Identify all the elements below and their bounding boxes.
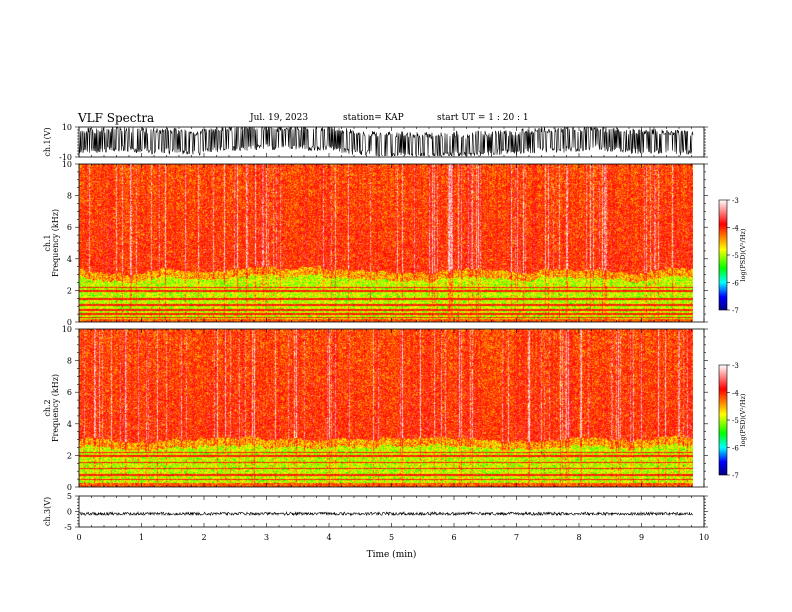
y-tick-label: 10 (62, 123, 72, 132)
y-axis-label: Frequency (kHz) (51, 209, 60, 277)
y-axis-label: ch.3(V) (43, 497, 52, 526)
colorbar-tick-label: -3 (732, 362, 739, 370)
x-tick-label: 10 (699, 533, 709, 542)
ch3-waveform-line (79, 510, 694, 517)
waveform-layer (79, 127, 694, 517)
colorbar-tick-label: -7 (732, 307, 739, 315)
y-axis-label: ch.2 (43, 399, 52, 416)
x-tick-label: 0 (76, 533, 81, 542)
x-tick-label: 7 (514, 533, 519, 542)
station-label: station= KAP (343, 113, 404, 123)
x-tick-label: 9 (639, 533, 644, 542)
y-tick-label: 8 (67, 357, 72, 366)
x-tick-label: 2 (201, 533, 206, 542)
colorbar-tick-label: -6 (732, 445, 739, 453)
panel-frame-4 (78, 495, 705, 528)
y-tick-label: 4 (67, 255, 72, 264)
y-tick-label: 0 (67, 483, 72, 492)
colorbar-tick-label: -4 (732, 225, 739, 233)
colorbar-tick-label: -4 (732, 390, 739, 398)
y-tick-label: 6 (67, 388, 72, 397)
x-tick-label: 6 (451, 533, 456, 542)
colorbar-tick-label: -5 (732, 252, 739, 260)
y-tick-label: 2 (67, 451, 72, 460)
x-axis-label: Time (min) (367, 549, 417, 560)
x-tick-label: 3 (264, 533, 269, 542)
observation-date: Jul. 19, 2023 (250, 113, 309, 123)
x-tick-label: 4 (326, 533, 331, 542)
y-tick-label: 2 (67, 286, 72, 295)
x-tick-label: 8 (576, 533, 581, 542)
y-tick-label: -10 (59, 153, 72, 162)
colorbar-1 (718, 199, 728, 311)
colorbar-label: log(PSD)(V²/Hz) (739, 228, 747, 281)
colorbar-tick-label: -7 (732, 472, 739, 480)
ch1-waveform-line (79, 127, 694, 156)
y-tick-label: 0 (67, 318, 72, 327)
y-axis-label: ch.1(V) (43, 127, 52, 156)
y-tick-label: -5 (64, 523, 72, 532)
figure-title: VLF Spectra (78, 111, 155, 125)
y-axis-label: Frequency (kHz) (51, 374, 60, 442)
y-tick-label: 0 (67, 508, 72, 517)
x-tick-label: 5 (389, 533, 394, 542)
colorbar-tick-label: -5 (732, 417, 739, 425)
colorbar-tick-label: -6 (732, 280, 739, 288)
colorbar-label: log(PSD)(V²/Hz) (739, 393, 747, 446)
x-tick-label: 1 (139, 533, 144, 542)
ch1-spectrogram-image (79, 164, 693, 322)
ch2-spectrogram-image (79, 329, 693, 487)
y-tick-label: 8 (67, 192, 72, 201)
y-tick-label: 10 (62, 160, 72, 169)
y-tick-label: 10 (62, 325, 72, 334)
spectrogram-layer (79, 164, 693, 487)
colorbar-2 (718, 364, 728, 476)
colorbar-tick-label: -3 (732, 197, 739, 205)
y-tick-label: 6 (67, 223, 72, 232)
y-axis-label: ch.1 (43, 234, 52, 251)
y-tick-label: 5 (67, 492, 72, 501)
y-tick-label: 4 (67, 420, 72, 429)
start-time-label: start UT = 1 : 20 : 1 (437, 113, 529, 123)
